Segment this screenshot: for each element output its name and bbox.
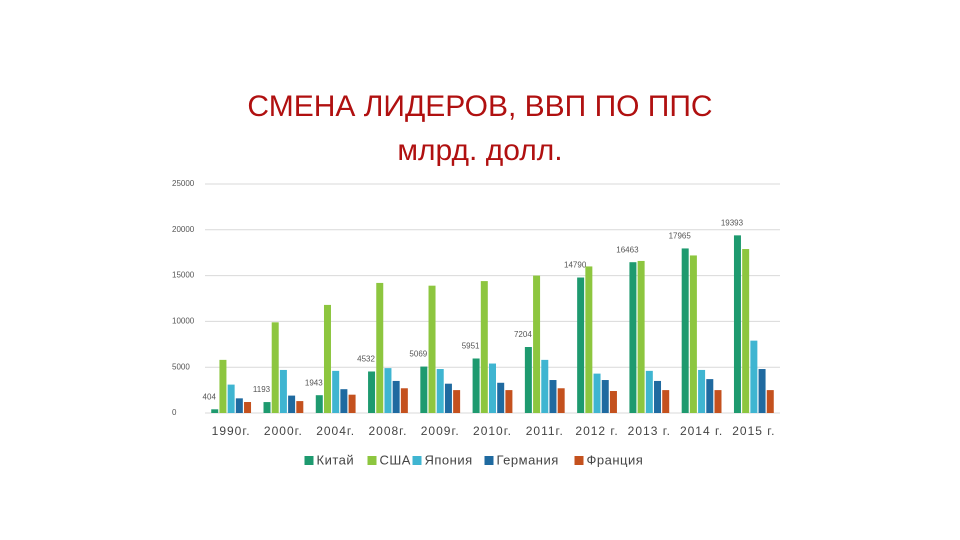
y-tick-label: 5000 — [172, 362, 190, 371]
data-label: 5069 — [409, 350, 427, 359]
bar — [497, 382, 505, 413]
legend-label: США — [380, 452, 411, 467]
bar — [400, 388, 408, 413]
bar — [609, 391, 617, 413]
bar — [541, 359, 549, 413]
data-label: 19393 — [721, 218, 744, 227]
bar — [436, 369, 444, 413]
bar — [654, 380, 662, 413]
y-tick-label: 10000 — [172, 317, 195, 326]
bar — [384, 368, 392, 413]
bar — [766, 390, 774, 413]
bar — [557, 388, 565, 413]
x-tick-label: 2012 г. — [575, 424, 618, 438]
data-label: 16463 — [616, 245, 639, 254]
bar — [288, 395, 296, 413]
x-tick-label: 2014 г. — [680, 424, 723, 438]
bar — [733, 235, 741, 413]
bar — [629, 262, 637, 413]
bar — [235, 398, 243, 413]
bar — [392, 380, 400, 413]
bar — [698, 369, 706, 413]
bar — [577, 277, 585, 413]
bar — [368, 371, 376, 413]
bar — [244, 402, 252, 413]
bar — [428, 285, 436, 413]
legend-label: Япония — [425, 452, 473, 467]
x-tick-label: 2008г. — [368, 424, 407, 438]
bar — [219, 359, 227, 413]
legend-swatch — [367, 456, 377, 465]
legend-label: Франция — [587, 452, 644, 467]
legend-label: Китай — [317, 452, 355, 467]
bar — [742, 249, 750, 413]
bar — [637, 260, 645, 413]
chart-title: СМЕНА ЛИДЕРОВ, ВВП ПО ППС — [247, 90, 712, 123]
bar — [340, 389, 348, 413]
bar — [706, 379, 714, 413]
legend-swatch — [574, 456, 584, 465]
bar — [348, 394, 356, 413]
chart-subtitle: млрд. долл. — [397, 134, 562, 167]
legend-label: Германия — [497, 452, 559, 467]
x-tick-label: 2011г. — [526, 424, 564, 438]
data-label: 1943 — [305, 378, 323, 387]
bar — [714, 390, 722, 413]
data-label: 17965 — [669, 232, 692, 241]
y-tick-label: 0 — [172, 408, 177, 417]
data-label: 7204 — [514, 330, 532, 339]
bar — [332, 370, 340, 413]
legend-swatch — [304, 456, 314, 465]
bar — [323, 304, 331, 413]
x-tick-label: 2000г. — [264, 424, 303, 438]
bar — [263, 402, 271, 413]
x-tick-label: 2009г. — [421, 424, 460, 438]
x-tick-label: 1990г. — [212, 424, 251, 438]
bar — [420, 366, 428, 413]
x-tick-label: 2010г. — [473, 424, 512, 438]
data-label: 5951 — [462, 342, 480, 351]
bar — [662, 390, 670, 413]
bar — [524, 347, 532, 413]
data-label: 1193 — [253, 385, 271, 394]
bar — [681, 248, 689, 413]
data-label: 4532 — [357, 355, 375, 364]
bar — [211, 409, 219, 413]
y-tick-label: 20000 — [172, 225, 195, 234]
x-tick-label: 2013 г. — [628, 424, 671, 438]
data-label: 404 — [203, 392, 217, 401]
bar — [645, 370, 653, 413]
bar — [480, 281, 488, 413]
legend-swatch — [412, 456, 422, 465]
bar — [271, 322, 279, 413]
bar — [315, 395, 323, 413]
legend-swatch — [484, 456, 494, 465]
bar — [376, 282, 384, 413]
bar — [750, 340, 758, 413]
y-tick-label: 15000 — [172, 271, 195, 280]
data-label: 14790 — [564, 261, 587, 270]
bar — [601, 380, 609, 413]
bar — [593, 373, 601, 413]
bar — [296, 401, 304, 413]
x-tick-label: 2004г. — [316, 424, 355, 438]
bar — [472, 358, 480, 413]
bar — [585, 266, 593, 413]
bar — [453, 390, 461, 413]
bar — [505, 390, 513, 413]
bar — [227, 384, 235, 413]
bar — [533, 275, 541, 413]
x-tick-label: 2015 г. — [732, 424, 775, 438]
bar — [549, 380, 557, 413]
y-tick-label: 25000 — [172, 179, 195, 188]
bar — [444, 383, 452, 413]
bar — [758, 369, 766, 413]
bar — [489, 363, 496, 413]
bar — [689, 255, 697, 413]
bar — [279, 369, 287, 413]
